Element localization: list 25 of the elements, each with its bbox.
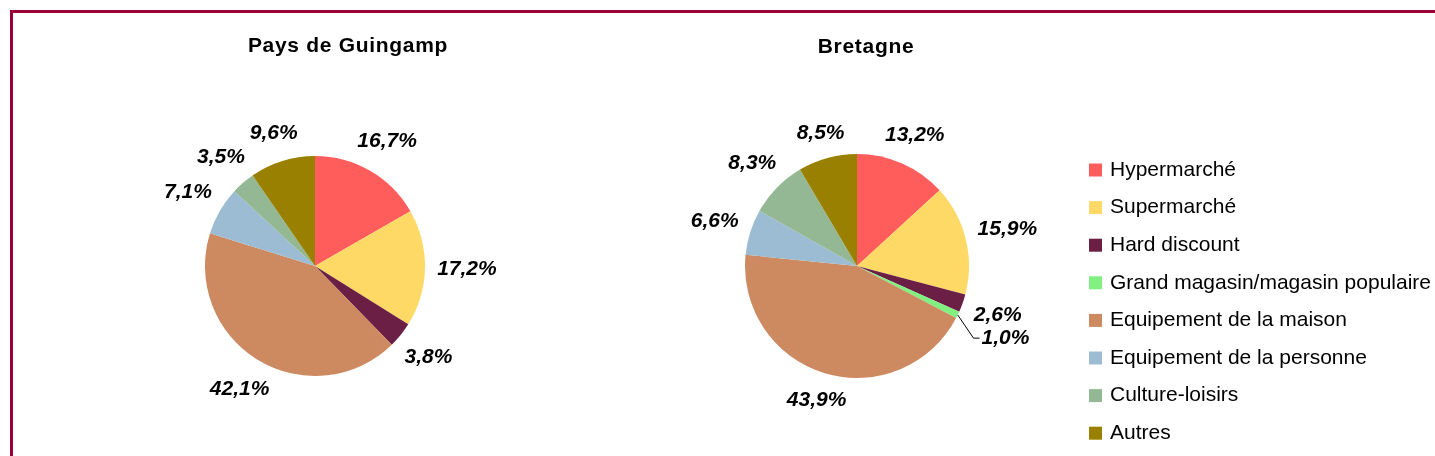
data-label: 6,6%	[690, 207, 740, 231]
data-label: 17,2%	[437, 255, 497, 279]
data-label: 15,9%	[977, 215, 1038, 239]
data-label: 3,5%	[197, 144, 246, 168]
legend-label: Hard discount	[1110, 232, 1240, 255]
chart-title: Bretagne	[817, 33, 915, 57]
data-label: 13,2%	[884, 121, 945, 145]
data-label: 8,5%	[796, 119, 845, 143]
data-label: 1,0%	[981, 324, 1030, 348]
data-label: 7,1%	[164, 179, 213, 203]
legend-label: Autres	[1110, 420, 1171, 443]
data-label: 9,6%	[249, 120, 299, 144]
legend-label: Supermarché	[1110, 194, 1237, 218]
data-label: 42,1%	[208, 375, 270, 399]
legend-label: Culture-loisirs	[1110, 382, 1239, 406]
data-label: 43,9%	[785, 387, 847, 411]
legend-label: Grand magasin/magasin populaire	[1110, 269, 1432, 293]
data-label: 16,7%	[357, 128, 418, 152]
data-label: 8,3%	[728, 150, 777, 174]
data-label: 2,6%	[972, 302, 1022, 326]
legend-label: Equipement de la maison	[1110, 307, 1347, 331]
chart-title: Pays de Guingamp	[247, 32, 449, 56]
data-label: 3,8%	[404, 344, 453, 368]
legend-label: Hypermarché	[1110, 156, 1237, 180]
legend-label: Equipement de la personne	[1110, 344, 1367, 368]
